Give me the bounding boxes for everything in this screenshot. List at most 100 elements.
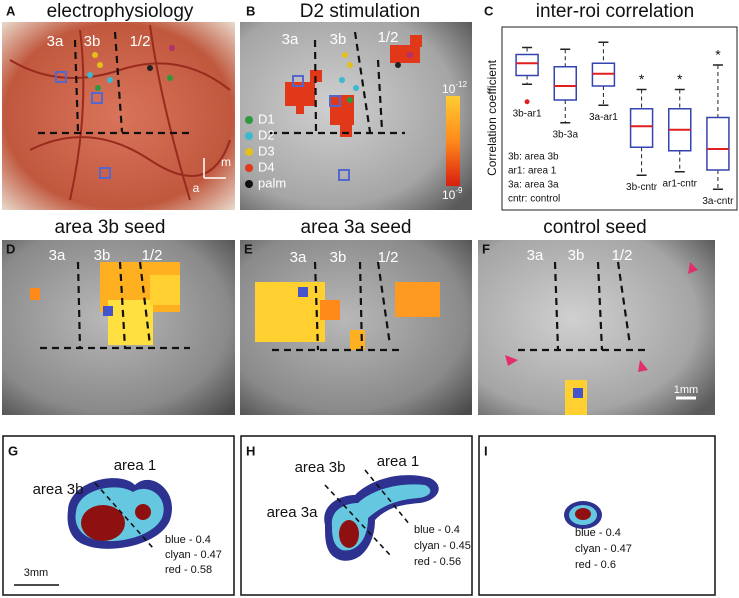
area-label: 1/2 xyxy=(130,33,151,50)
colorbar-label: 10-12 xyxy=(442,80,467,96)
cortex-image xyxy=(240,22,472,210)
area-label: 1/2 xyxy=(378,249,399,266)
seed xyxy=(298,287,308,297)
roi xyxy=(99,167,111,179)
x-tick-label: 3a-cntr xyxy=(702,196,734,207)
x-tick-label: 3b-ar1 xyxy=(513,108,542,119)
area-label: 3b xyxy=(84,33,101,50)
x-tick-label: 3b-cntr xyxy=(626,182,658,193)
plot-frame xyxy=(501,26,738,211)
panel-a: A electrophysiology 3a 3b 1/2 m a xyxy=(2,1,235,210)
panel-d: D area 3b seed 3a 3b 1/2 xyxy=(2,217,235,415)
scale-label: 3mm xyxy=(24,567,48,579)
area-label: 3b xyxy=(94,247,111,264)
legend-swatch xyxy=(245,164,253,172)
significance-marker: * xyxy=(677,71,683,87)
area-label: 3b xyxy=(330,31,347,48)
orientation-label: m xyxy=(221,155,231,169)
vessels xyxy=(9,24,231,201)
legend-label: palm xyxy=(258,175,286,190)
area-label: area 3b xyxy=(295,459,346,476)
area-label: 3a xyxy=(290,249,307,266)
scale-label: 1mm xyxy=(674,384,698,396)
panel-c: C inter-roi correlation Correlation coef… xyxy=(484,1,738,211)
area-label: area 1 xyxy=(377,453,420,470)
threshold-label: red - 0.56 xyxy=(414,556,461,568)
roi xyxy=(292,75,304,87)
orientation-label: a xyxy=(193,181,200,195)
panel-g: 3mm G area 1 area 3b blue - 0.4 clyan - … xyxy=(2,435,235,596)
panel-b: B D2 stimulation 3a 3b 1/2 D1D2D3D4palm … xyxy=(240,1,472,210)
threshold-label: blue - 0.4 xyxy=(575,527,621,539)
area-label: area 3b xyxy=(33,481,84,498)
area-label: 3a xyxy=(527,247,544,264)
threshold-label: clyan - 0.47 xyxy=(165,549,222,561)
area-label: 1/2 xyxy=(378,29,399,46)
note: ar1: area 1 xyxy=(508,166,557,177)
panel-title: area 3b seed xyxy=(55,217,166,238)
panel-letter: D xyxy=(6,241,15,256)
significance-marker: * xyxy=(715,47,721,63)
area-label: 3a xyxy=(282,31,299,48)
cortex-image xyxy=(478,240,715,415)
panel-letter: E xyxy=(244,241,253,256)
box xyxy=(515,53,539,77)
legend-swatch xyxy=(245,148,253,156)
area-label: 1/2 xyxy=(612,247,633,264)
panel-title: electrophysiology xyxy=(47,1,194,22)
seed xyxy=(103,306,113,316)
panel-letter: I xyxy=(484,443,488,458)
legend-swatch xyxy=(245,132,253,140)
colorbar-label: 10-9 xyxy=(442,186,463,202)
panel-letter: H xyxy=(246,443,255,458)
roi xyxy=(329,95,341,107)
panel-letter: F xyxy=(482,241,490,256)
legend-label: D1 xyxy=(258,111,275,126)
legend-label: D3 xyxy=(258,143,275,158)
box xyxy=(553,66,577,101)
area-label: 3a xyxy=(47,33,64,50)
legend-swatch xyxy=(245,180,253,188)
area-label: 1/2 xyxy=(142,247,163,264)
panel-f: 1mm F control seed 3a 3b 1/2 xyxy=(478,217,715,415)
panel-letter: B xyxy=(246,3,255,18)
area-label: 3b xyxy=(330,249,347,266)
electrode-dots xyxy=(339,52,413,103)
contour-red xyxy=(339,520,359,548)
panel-e: E area 3a seed 3a 3b 1/2 xyxy=(240,217,472,415)
threshold-label: red - 0.58 xyxy=(165,564,212,576)
threshold-label: blue - 0.4 xyxy=(165,534,211,546)
threshold-label: red - 0.6 xyxy=(575,559,616,571)
box xyxy=(629,108,654,148)
area-label: 3a xyxy=(49,247,66,264)
cortex-photo xyxy=(2,22,235,210)
threshold-label: clyan - 0.47 xyxy=(575,543,632,555)
panel-letter: C xyxy=(484,3,494,18)
chart-title: inter-roi correlation xyxy=(536,1,694,22)
panel-letter: A xyxy=(6,3,16,18)
threshold-label: blue - 0.4 xyxy=(414,524,460,536)
roi xyxy=(91,92,103,104)
note: cntr: control xyxy=(508,194,560,205)
activation-map xyxy=(285,35,422,137)
panel-i: I blue - 0.4 clyan - 0.47 red - 0.6 xyxy=(478,435,716,596)
area-label: 3b xyxy=(568,247,585,264)
y-axis-label: Correlation coefficient xyxy=(485,59,499,176)
roi xyxy=(55,71,67,83)
roi xyxy=(338,169,350,181)
x-tick-label: 3a-ar1 xyxy=(589,112,618,123)
significance-marker: * xyxy=(639,71,645,87)
panel-h: H area 3b area 1 area 3a blue - 0.4 clya… xyxy=(240,435,473,596)
activation-map xyxy=(30,262,180,345)
electrode-dots xyxy=(87,45,175,91)
note: 3a: area 3a xyxy=(508,180,559,191)
legend-swatch xyxy=(245,116,253,124)
panel-letter: G xyxy=(8,443,18,458)
note: 3b: area 3b xyxy=(508,152,559,163)
seed xyxy=(573,388,583,398)
x-tick-label: 3b-3a xyxy=(552,129,578,140)
x-tick-label: ar1-cntr xyxy=(663,178,698,189)
outlier xyxy=(524,99,530,105)
